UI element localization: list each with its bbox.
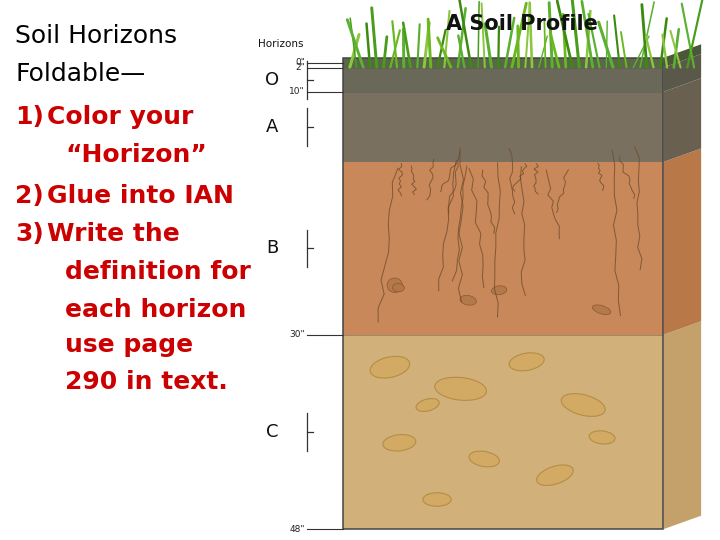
Polygon shape <box>663 78 701 162</box>
Text: O: O <box>265 71 279 89</box>
Text: A Soil Profile: A Soil Profile <box>446 14 598 33</box>
Text: Horizons: Horizons <box>258 38 303 49</box>
Ellipse shape <box>469 451 500 467</box>
Text: B: B <box>266 239 278 258</box>
Ellipse shape <box>562 394 606 416</box>
Ellipse shape <box>387 278 402 293</box>
Ellipse shape <box>370 356 410 378</box>
Text: each horizon: each horizon <box>66 298 246 322</box>
Ellipse shape <box>435 377 487 400</box>
Text: 30": 30" <box>289 330 305 339</box>
Ellipse shape <box>593 305 611 315</box>
Ellipse shape <box>536 465 573 485</box>
Ellipse shape <box>589 431 615 444</box>
Polygon shape <box>663 54 701 92</box>
Text: 10": 10" <box>289 87 305 96</box>
Polygon shape <box>663 148 701 335</box>
Text: 290 in text.: 290 in text. <box>66 370 228 394</box>
Text: 2): 2) <box>15 184 44 207</box>
Text: Foldable—: Foldable— <box>15 62 145 86</box>
Text: 2": 2" <box>295 63 305 72</box>
Ellipse shape <box>509 353 544 371</box>
Ellipse shape <box>416 399 439 411</box>
Text: Glue into IAN: Glue into IAN <box>48 184 234 207</box>
Text: 48": 48" <box>289 525 305 534</box>
Text: Color your: Color your <box>48 105 194 129</box>
Polygon shape <box>663 44 701 68</box>
Text: 1): 1) <box>15 105 44 129</box>
Bar <box>343 58 663 529</box>
Text: 0": 0" <box>295 58 305 67</box>
Ellipse shape <box>492 286 507 295</box>
Text: “Horizon”: “Horizon” <box>66 143 207 167</box>
Text: use page: use page <box>66 333 193 357</box>
Text: definition for: definition for <box>66 260 251 284</box>
Text: A: A <box>266 118 278 136</box>
Text: 3): 3) <box>15 222 44 246</box>
Text: C: C <box>266 423 278 441</box>
Text: Soil Horizons: Soil Horizons <box>15 24 177 48</box>
Ellipse shape <box>423 492 451 507</box>
Ellipse shape <box>460 295 477 305</box>
Polygon shape <box>663 321 701 529</box>
Text: Write the: Write the <box>48 222 180 246</box>
Ellipse shape <box>392 284 405 292</box>
Ellipse shape <box>383 435 415 451</box>
